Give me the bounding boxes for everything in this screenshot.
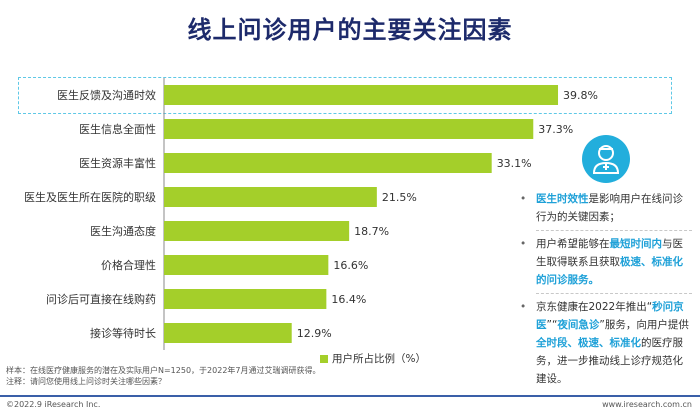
category-label: 价格合理性 [101,258,156,272]
bullet-separator [536,230,692,231]
question-note: 注释：请问您使用线上问诊时关注哪些因素？ [6,377,166,386]
bullet-text: ”服务，向用户提供 [599,319,689,331]
bar [164,153,492,173]
value-label: 39.8% [563,89,598,102]
value-label: 33.1% [497,157,532,170]
bullet-item: • 医生时效性是影响用户在线问诊行为的关键因素； [520,190,692,226]
bars-group: 医生反馈及沟通时效 39.8% 医生信息全面性 37.3% 医生资源丰富性 33.1% 医生… [24,85,598,343]
bar [164,289,327,309]
legend: 用户所占比例（%） [320,351,426,366]
value-label: 37.3% [538,123,573,136]
bullet-dot-icon: • [520,193,527,205]
bullet-dot-icon: • [520,238,527,250]
value-label: 12.9% [297,327,332,340]
category-label: 医生反馈及沟通时效 [57,88,156,102]
highlight-text: 医生时效性 [536,193,589,205]
bar [164,255,329,275]
bullet-text: 的医疗服务，进一步推动线上诊疗规范化建设。 [536,337,683,385]
insight-bullets: • 医生时效性是影响用户在线问诊行为的关键因素； • 用户希望能够在最短时间内与医生取… [520,190,692,392]
bullet-item: • 用户希望能够在最短时间内与医生取得联系且获取极速、标准化的问诊服务。 [520,235,692,289]
highlight-text: 极速、标准化的问诊服务。 [536,256,683,286]
category-label: 医生及医生所在医院的职级 [24,190,156,204]
value-label: 16.6% [333,259,368,272]
value-label: 21.5% [382,191,417,204]
highlight-text: 秒问京医 [536,301,684,331]
bar [164,119,534,139]
highlight-box [18,77,672,114]
bar [164,85,559,105]
highlight-text: 夜间急诊 [557,319,600,331]
page-title: 线上问诊用户的主要关注因素 [187,16,513,44]
bar [164,187,377,207]
bar [164,221,350,241]
category-label: 问诊后可直接在线购药 [46,292,156,306]
footer-line [0,395,700,397]
bullet-text: 是影响用户在线问诊行为的关键因素； [536,193,683,223]
highlight-text: 全时段、极速、标准化 [536,337,641,349]
category-label: 医生沟通态度 [90,224,156,238]
value-label: 18.7% [354,225,389,238]
copyright: ©2022.9 iResearch Inc. [6,400,101,409]
bullet-item: • 京东健康在2022年推出“秒问京医”“夜间急诊”服务，向用户提供全时段、极速、… [520,298,692,388]
bullet-text: 用户希望能够在 [536,238,610,250]
category-label: 接诊等待时长 [90,326,156,340]
bullet-dot-icon: • [520,301,527,313]
bar [164,323,292,343]
sample-note: 样本：在线医疗健康服务的潜在及实际用户N=1250，于2022年7月通过艾瑞调研… [6,366,321,375]
bullet-separator [536,293,692,294]
bullet-text: 京东健康在2022年推出“ [536,301,653,313]
category-label: 医生信息全面性 [79,122,156,136]
website-link[interactable]: www.iresearch.com.cn [602,400,692,409]
highlight-text: 最短时间内 [609,238,663,250]
category-label: 医生资源丰富性 [79,156,156,170]
bullet-text: 与医生取得联系且获取 [536,238,683,268]
legend-label: 用户所占比例（%） [332,353,426,365]
legend-swatch [320,354,328,363]
bullet-text: ”“ [546,319,558,331]
value-label: 16.4% [331,293,366,306]
notes: 样本：在线医疗健康服务的潜在及实际用户N=1250，于2022年7月通过艾瑞调研… [6,365,321,387]
doctor-icon [582,135,630,183]
